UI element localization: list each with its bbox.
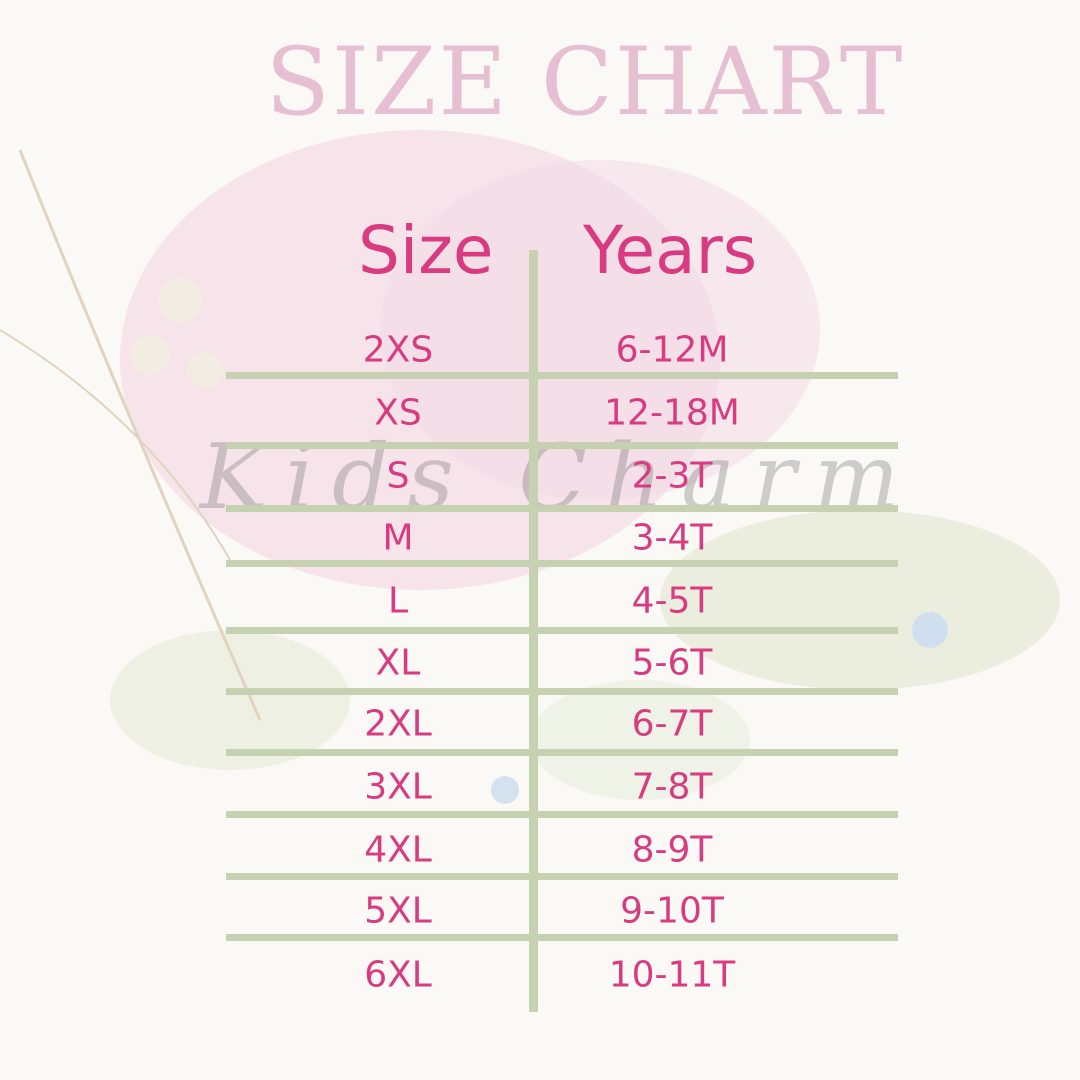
size-cell: 2XL [364, 703, 432, 745]
size-cell: 4XL [364, 829, 432, 871]
size-cell: 6XL [364, 954, 432, 996]
row-divider [226, 873, 898, 880]
years-cell: 4-5T [631, 580, 713, 622]
header-years: Years [583, 212, 758, 289]
row-divider [226, 372, 898, 379]
years-cell: 6-7T [631, 703, 713, 745]
row-divider [226, 688, 898, 695]
size-cell: M [382, 517, 414, 559]
row-divider [226, 505, 898, 512]
years-cell: 2-3T [631, 455, 713, 497]
size-cell: L [387, 580, 409, 622]
size-cell: 3XL [364, 766, 432, 808]
row-divider [226, 627, 898, 634]
size-cell: XS [374, 392, 422, 434]
years-cell: 7-8T [631, 766, 713, 808]
size-cell: 2XS [362, 329, 434, 371]
row-divider [226, 442, 898, 449]
years-cell: 5-6T [631, 642, 713, 684]
row-divider [226, 811, 898, 818]
size-cell: S [386, 455, 410, 497]
row-divider [226, 749, 898, 756]
size-cell: 5XL [364, 890, 432, 932]
years-cell: 9-10T [620, 890, 724, 932]
header-size: Size [358, 212, 494, 289]
years-cell: 3-4T [631, 517, 713, 559]
row-divider [226, 934, 898, 941]
years-cell: 10-11T [608, 954, 736, 996]
page-title: SIZE CHART [265, 28, 905, 137]
row-divider [226, 560, 898, 567]
size-cell: XL [375, 642, 421, 684]
years-cell: 12-18M [604, 392, 740, 434]
years-cell: 8-9T [631, 829, 713, 871]
years-cell: 6-12M [615, 329, 729, 371]
